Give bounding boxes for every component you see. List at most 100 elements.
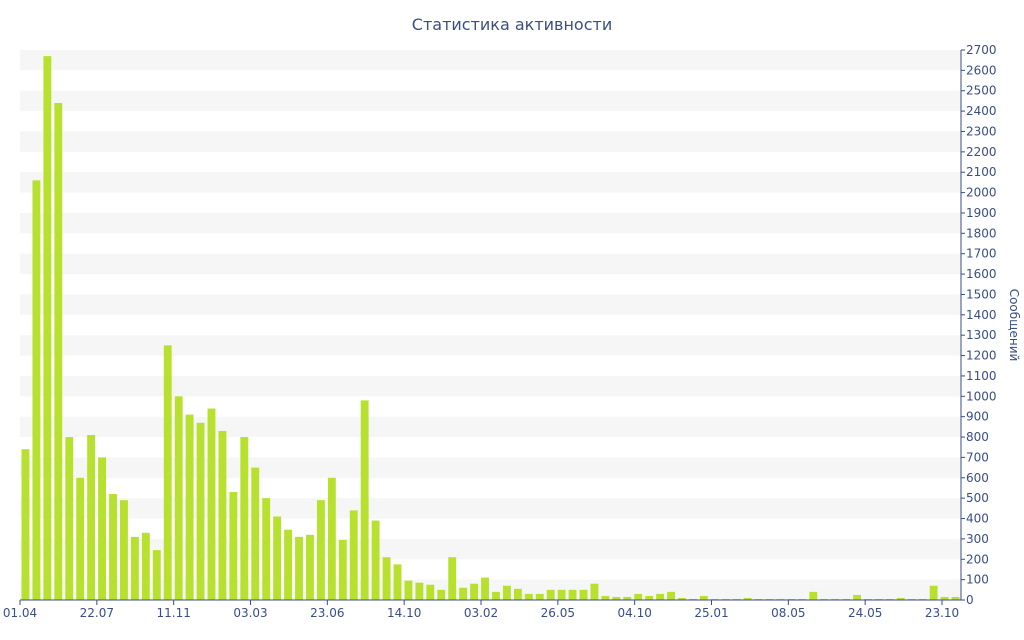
y-axis-title: Сообщений [1007,289,1021,362]
bar [207,408,216,600]
bar [481,577,489,600]
bar [568,589,577,600]
x-axis: 01.04 22.07 11.11 03.03 23.06 14.10 03.02 26.05… [3,599,961,620]
grid-band [20,375,961,397]
bar [590,583,599,600]
bar [382,557,391,600]
bar [798,598,807,600]
x-tick-label: 14.10 [387,606,421,620]
bars [21,56,960,601]
bar [130,536,139,600]
y-tick-label: 2600 [966,63,997,77]
bar [152,550,161,600]
bar [546,589,555,600]
bar [393,564,402,600]
bar [732,598,741,600]
bar [656,593,665,600]
bar [721,598,730,600]
bar [645,595,654,600]
grid-band [20,253,961,275]
bar [579,589,588,600]
bar [885,598,894,600]
bar [612,596,621,600]
bar [667,591,675,600]
grid-band [20,212,961,234]
bar [907,598,916,600]
bar [951,596,960,600]
bar [842,598,851,600]
bar [251,467,260,600]
bar [524,593,533,600]
y-tick-label: 2200 [966,145,997,159]
grid-bands [20,50,961,600]
grid-band [20,172,961,193]
bar [360,400,369,600]
bar [426,584,435,600]
x-tick-label: 03.02 [464,606,498,620]
bar [623,596,632,600]
y-tick-label: 900 [966,410,989,424]
bar [109,494,117,600]
bar [875,598,883,600]
x-tick-label: 24.05 [848,606,882,620]
y-tick-label: 400 [966,512,989,526]
bar [65,437,74,600]
bar [371,520,380,600]
bar [557,589,566,600]
bar [929,585,938,600]
bar [185,414,194,600]
y-tick-label: 2400 [966,104,997,118]
y-tick-label: 2300 [966,124,997,138]
y-tick-label: 2700 [966,43,997,57]
grid-band [20,50,961,71]
bar [262,498,271,600]
y-tick-label: 1300 [966,328,997,342]
y-tick-label: 300 [966,532,989,546]
bar [853,594,861,600]
bar [459,587,468,600]
grid-band [20,335,961,356]
bar [470,583,479,600]
grid-band [20,416,961,438]
bar [98,457,106,600]
y-tick-label: 500 [966,491,989,505]
y-tick-label: 1200 [966,349,997,363]
bar [699,595,708,600]
bar [163,345,172,600]
y-tick-label: 1900 [966,206,997,220]
bar [284,529,293,600]
bar [338,539,347,600]
x-tick-label: 23.10 [925,606,959,620]
bar [404,580,413,600]
bar [32,180,41,600]
bar [710,598,719,600]
bar [809,591,818,600]
bar [437,589,446,600]
y-tick-label: 1100 [966,369,997,383]
bar [688,598,697,600]
x-tick-label: 03.03 [233,606,267,620]
bar [196,422,205,600]
x-tick-label: 11.11 [156,606,190,620]
x-tick-label: 23.06 [310,606,344,620]
bar [502,585,511,600]
bar [820,598,829,600]
x-tick-label: 08.05 [771,606,805,620]
bar [918,598,927,600]
x-tick-label: 25.01 [694,606,728,620]
bar [218,430,227,600]
bar [415,582,424,600]
y-tick-label: 0 [966,593,974,607]
x-tick-label: 01.04 [3,606,37,620]
y-tick-label: 1600 [966,267,997,281]
bar [174,396,183,600]
y-tick-label: 2000 [966,186,997,200]
bar [513,588,522,600]
y-tick-label: 800 [966,430,989,444]
bar [864,598,872,600]
bar [21,449,30,600]
x-tick-label: 26.05 [541,606,575,620]
y-tick-label: 600 [966,471,989,485]
